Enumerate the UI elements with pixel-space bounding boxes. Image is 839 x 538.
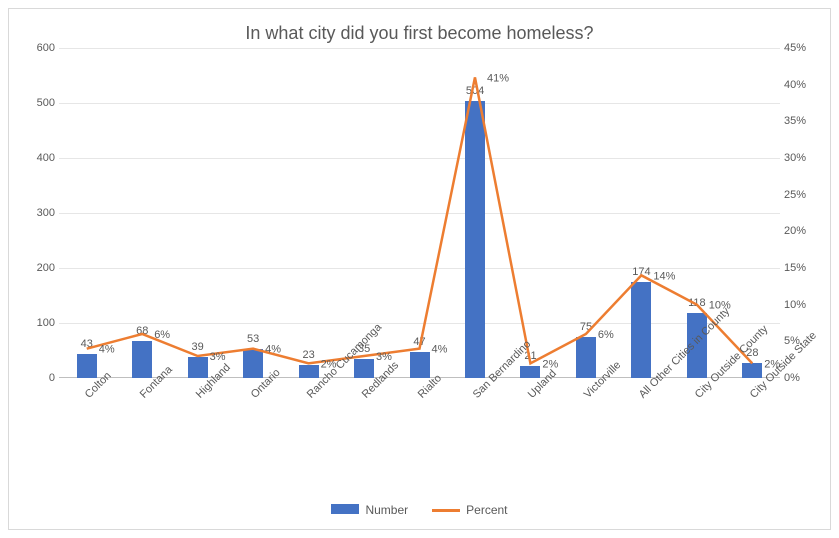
bar: [299, 365, 319, 378]
y2-tick-label: 35%: [784, 115, 822, 127]
x-label-slot: Colton: [59, 382, 114, 497]
bar-value-label: 53: [233, 333, 273, 345]
x-label-slot: San Bernardino: [447, 382, 502, 497]
legend: Number Percent: [9, 497, 830, 529]
bar: [465, 101, 485, 378]
legend-swatch-line: [432, 509, 460, 512]
bar-slot: 504: [447, 48, 502, 378]
bar: [742, 363, 762, 378]
x-label-slot: Fontana: [114, 382, 169, 497]
y1-tick-label: 0: [21, 372, 55, 384]
bar-slot: 174: [614, 48, 669, 378]
x-label-slot: Victorville: [558, 382, 613, 497]
x-label-slot: Rialto: [392, 382, 447, 497]
chart-container: In what city did you first become homele…: [8, 8, 831, 530]
bar-value-label: 39: [178, 341, 218, 353]
bar-slot: 28: [725, 48, 780, 378]
bar: [77, 354, 97, 378]
bar-slot: 68: [114, 48, 169, 378]
bar-slot: 75: [558, 48, 613, 378]
x-label-slot: Highland: [170, 382, 225, 497]
y2-tick-label: 40%: [784, 79, 822, 91]
legend-item-percent: Percent: [432, 503, 507, 517]
y1-tick-label: 300: [21, 207, 55, 219]
x-label-slot: All Other Cities in County: [614, 382, 669, 497]
bar-value-label: 23: [289, 349, 329, 361]
x-label-slot: Redlands: [336, 382, 391, 497]
y1-tick-label: 100: [21, 317, 55, 329]
bar-value-label: 43: [67, 338, 107, 350]
y1-tick-label: 600: [21, 42, 55, 54]
chart-title: In what city did you first become homele…: [9, 9, 830, 48]
legend-label-percent: Percent: [466, 503, 507, 517]
x-label-slot: City Outside State: [725, 382, 780, 497]
bar: [243, 349, 263, 378]
bar-slot: 53: [225, 48, 280, 378]
bar-slot: 43: [59, 48, 114, 378]
y2-tick-label: 20%: [784, 225, 822, 237]
x-label-slot: Upland: [503, 382, 558, 497]
bars-layer: 43683953233547504217517411828: [59, 48, 780, 378]
bar-slot: 47: [392, 48, 447, 378]
x-label-slot: Rancho Cucamonga: [281, 382, 336, 497]
y1-tick-label: 400: [21, 152, 55, 164]
legend-item-number: Number: [331, 503, 408, 517]
bar: [520, 366, 540, 378]
y2-tick-label: 45%: [784, 42, 822, 54]
x-axis-labels: ColtonFontanaHighlandOntarioRancho Cucam…: [59, 382, 780, 497]
legend-label-number: Number: [365, 503, 408, 517]
bar-value-label: 118: [677, 297, 717, 309]
bar: [354, 359, 374, 378]
x-label-slot: City Outside County: [669, 382, 724, 497]
bar: [631, 282, 651, 378]
bar: [188, 357, 208, 378]
bar-slot: 23: [281, 48, 336, 378]
y1-tick-label: 200: [21, 262, 55, 274]
bar: [576, 337, 596, 378]
bar-value-label: 504: [455, 85, 495, 97]
y2-tick-label: 15%: [784, 262, 822, 274]
bar-value-label: 68: [122, 325, 162, 337]
bar: [410, 352, 430, 378]
bar: [132, 341, 152, 378]
bar-value-label: 47: [400, 336, 440, 348]
bar-value-label: 174: [621, 266, 661, 278]
y2-tick-label: 10%: [784, 299, 822, 311]
x-label-slot: Ontario: [225, 382, 280, 497]
bar-slot: 21: [503, 48, 558, 378]
y2-tick-label: 30%: [784, 152, 822, 164]
y2-tick-label: 25%: [784, 189, 822, 201]
plot-area: 01002003004005006000%5%10%15%20%25%30%35…: [59, 48, 780, 378]
legend-swatch-bar: [331, 504, 359, 514]
bar-slot: 39: [170, 48, 225, 378]
bar-value-label: 75: [566, 321, 606, 333]
y2-tick-label: 0%: [784, 372, 822, 384]
y1-tick-label: 500: [21, 97, 55, 109]
